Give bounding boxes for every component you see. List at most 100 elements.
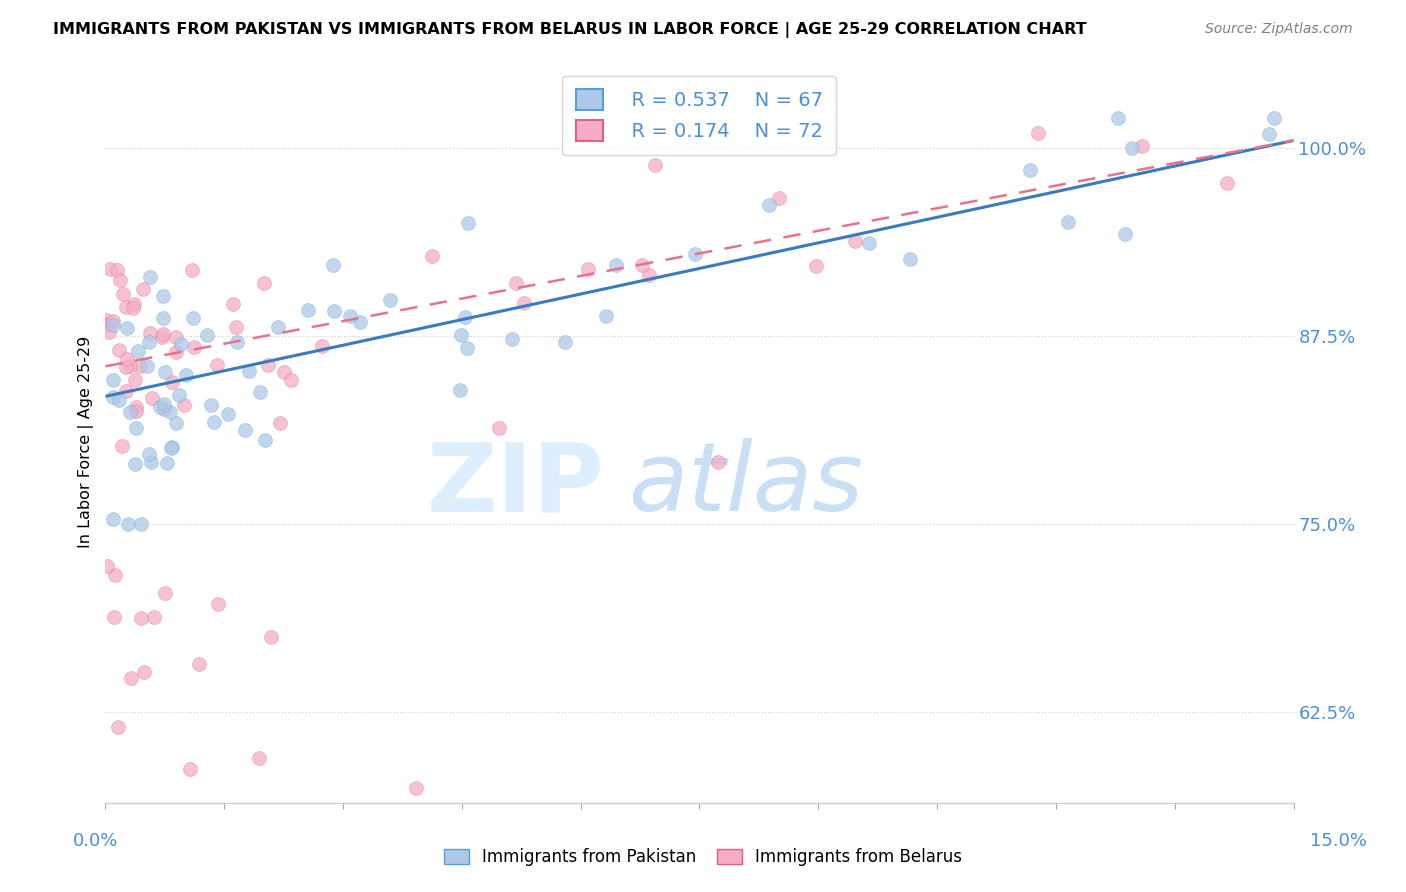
- Point: [457, 216, 479, 230]
- Legend: Immigrants from Pakistan, Immigrants from Belarus: Immigrants from Pakistan, Immigrants fro…: [437, 842, 969, 873]
- Text: Source: ZipAtlas.com: Source: ZipAtlas.com: [1205, 22, 1353, 37]
- Point: [159, 405, 181, 419]
- Point: [269, 416, 291, 430]
- Point: [202, 415, 225, 429]
- Point: [605, 258, 627, 272]
- Legend:   R = 0.537    N = 67,   R = 0.174    N = 72: R = 0.537 N = 67, R = 0.174 N = 72: [562, 76, 837, 155]
- Text: 15.0%: 15.0%: [1310, 832, 1367, 850]
- Point: [233, 423, 256, 437]
- Point: [103, 318, 125, 332]
- Point: [129, 517, 152, 532]
- Point: [98, 261, 121, 276]
- Point: [449, 383, 471, 397]
- Point: [165, 329, 187, 343]
- Point: [513, 295, 536, 310]
- Point: [195, 327, 218, 342]
- Point: [155, 365, 177, 379]
- Point: [267, 319, 290, 334]
- Point: [122, 301, 145, 315]
- Point: [225, 320, 247, 334]
- Point: [135, 359, 157, 373]
- Point: [1216, 177, 1239, 191]
- Point: [160, 440, 183, 454]
- Point: [118, 359, 141, 373]
- Point: [138, 270, 160, 285]
- Point: [1263, 111, 1285, 125]
- Point: [179, 762, 201, 776]
- Point: [311, 339, 333, 353]
- Point: [165, 417, 187, 431]
- Point: [124, 400, 146, 414]
- Point: [156, 456, 179, 470]
- Point: [141, 391, 163, 405]
- Point: [222, 296, 245, 310]
- Point: [108, 393, 131, 408]
- Point: [844, 235, 866, 249]
- Point: [120, 671, 142, 685]
- Point: [108, 343, 131, 358]
- Point: [115, 321, 138, 335]
- Point: [115, 352, 138, 367]
- Point: [103, 610, 125, 624]
- Point: [456, 342, 478, 356]
- Point: [108, 273, 131, 287]
- Point: [127, 343, 149, 358]
- Point: [150, 329, 173, 343]
- Point: [1121, 141, 1143, 155]
- Point: [322, 304, 344, 318]
- Point: [94, 313, 117, 327]
- Point: [173, 398, 195, 412]
- Point: [107, 720, 129, 734]
- Point: [200, 398, 222, 412]
- Point: [260, 630, 283, 644]
- Point: [111, 439, 134, 453]
- Point: [96, 558, 118, 573]
- Point: [111, 287, 134, 301]
- Point: [114, 384, 136, 398]
- Point: [120, 405, 142, 419]
- Point: [174, 368, 197, 383]
- Text: IMMIGRANTS FROM PAKISTAN VS IMMIGRANTS FROM BELARUS IN LABOR FORCE | AGE 25-29 C: IMMIGRANTS FROM PAKISTAN VS IMMIGRANTS F…: [53, 22, 1087, 38]
- Point: [98, 325, 121, 339]
- Point: [103, 390, 125, 404]
- Point: [898, 252, 921, 266]
- Point: [115, 360, 138, 375]
- Point: [501, 332, 523, 346]
- Point: [638, 268, 661, 282]
- Point: [758, 197, 780, 211]
- Point: [153, 402, 176, 417]
- Point: [322, 258, 344, 272]
- Point: [217, 407, 239, 421]
- Point: [858, 235, 880, 250]
- Point: [256, 358, 278, 372]
- Point: [132, 282, 155, 296]
- Point: [238, 364, 260, 378]
- Point: [631, 258, 654, 272]
- Point: [405, 781, 427, 796]
- Y-axis label: In Labor Force | Age 25-29: In Labor Force | Age 25-29: [79, 335, 94, 548]
- Point: [280, 373, 302, 387]
- Point: [124, 373, 146, 387]
- Point: [339, 310, 361, 324]
- Point: [103, 512, 125, 526]
- Point: [595, 309, 617, 323]
- Point: [183, 340, 205, 354]
- Point: [115, 300, 138, 314]
- Point: [138, 326, 160, 340]
- Point: [124, 457, 146, 471]
- Point: [644, 158, 666, 172]
- Point: [349, 314, 371, 328]
- Point: [152, 326, 174, 341]
- Point: [152, 311, 174, 326]
- Point: [181, 311, 204, 326]
- Point: [104, 568, 127, 582]
- Point: [149, 401, 172, 415]
- Point: [125, 403, 148, 417]
- Point: [453, 310, 475, 325]
- Point: [170, 337, 193, 351]
- Point: [152, 289, 174, 303]
- Point: [273, 366, 295, 380]
- Point: [160, 375, 183, 389]
- Point: [450, 328, 472, 343]
- Point: [143, 610, 166, 624]
